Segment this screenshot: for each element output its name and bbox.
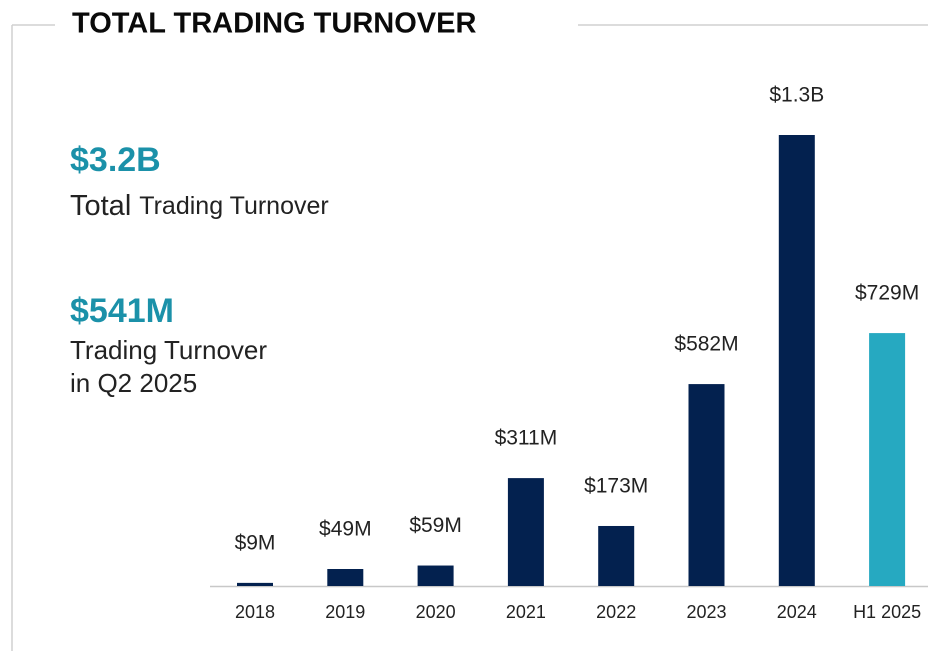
value-label: $729M (855, 282, 919, 305)
stat-label: Total Trading Turnover (70, 190, 329, 222)
bar (598, 525, 635, 586)
stat-label-part: Trading Turnover (139, 192, 328, 220)
stat-value: $3.2B (70, 141, 161, 179)
bar (778, 135, 815, 586)
x-tick-label: 2020 (416, 602, 456, 622)
value-label: $582M (674, 333, 738, 356)
bar (869, 333, 906, 586)
stat-value: $541M (70, 292, 174, 330)
x-tick-label: 2019 (325, 602, 365, 622)
x-tick-label: 2024 (777, 602, 817, 622)
chart-title: TOTAL TRADING TURNOVER (72, 8, 476, 40)
stat-label: in Q2 2025 (70, 368, 197, 398)
value-label: $311M (495, 427, 558, 450)
x-tick-label: 2023 (686, 602, 726, 622)
x-tick-label: 2018 (235, 602, 275, 622)
bar (417, 565, 454, 586)
stat-label-part: Total (70, 190, 131, 222)
value-label: $1.3B (769, 84, 824, 107)
value-label: $59M (409, 514, 462, 537)
stat-label: Trading Turnover (70, 335, 267, 365)
bar (327, 569, 364, 586)
bar (237, 582, 273, 586)
bar (688, 384, 725, 586)
value-label: $173M (584, 475, 648, 498)
x-tick-label: 2022 (596, 602, 636, 622)
value-label: $9M (235, 531, 276, 554)
x-tick-label: H1 2025 (853, 602, 921, 622)
value-label: $49M (319, 518, 372, 541)
x-tick-label: 2021 (506, 602, 546, 622)
bar (507, 478, 544, 586)
